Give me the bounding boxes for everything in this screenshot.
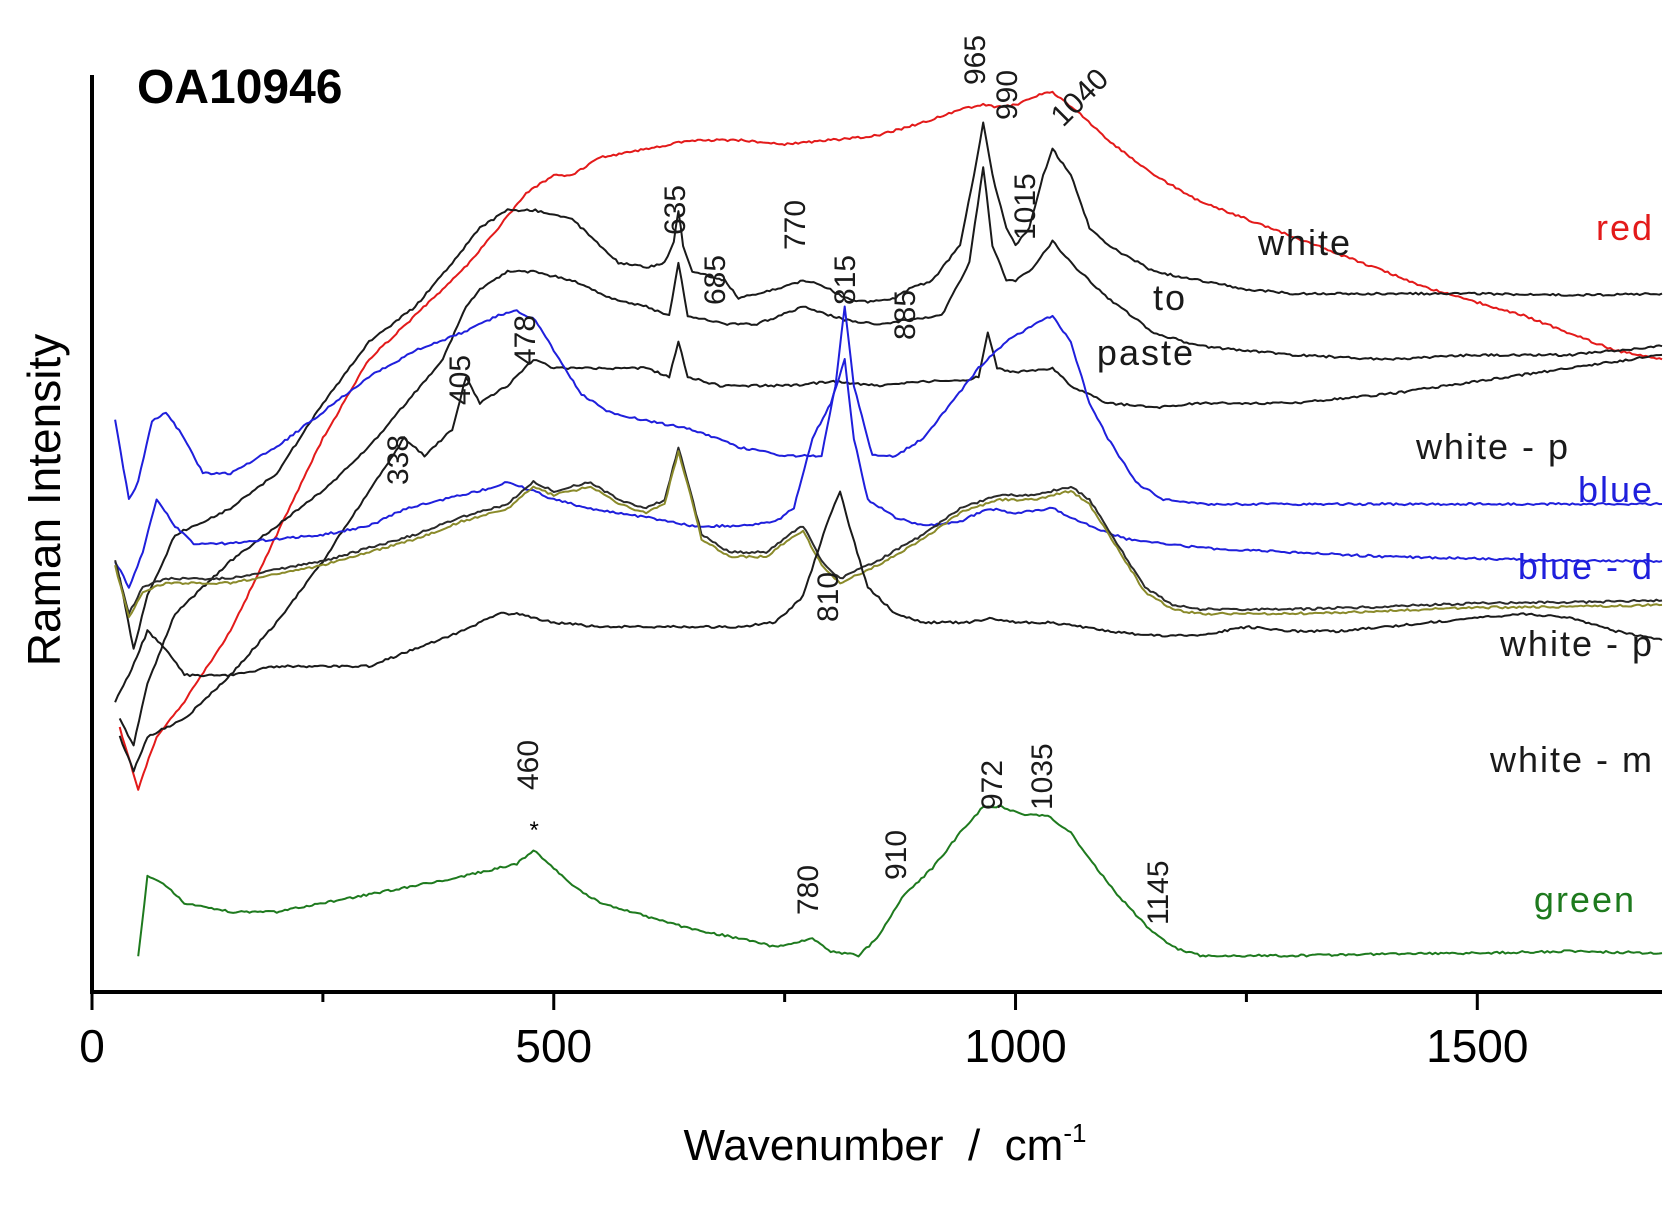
x-tick-label: 1500 <box>1426 1020 1528 1072</box>
peak-label: 815 <box>829 255 862 305</box>
peak-label: 478 <box>509 315 542 365</box>
series-label: white - p <box>1415 426 1570 467</box>
peak-label: 1040 <box>1045 62 1116 133</box>
x-axis-label: Wavenumber / cm-1 <box>684 1118 1087 1170</box>
chart-title: OA10946 <box>137 61 342 114</box>
series-line-3 <box>118 166 1663 747</box>
peak-label: 1035 <box>1026 743 1059 810</box>
series-line-10 <box>137 804 1663 958</box>
peak-label: 1145 <box>1142 860 1175 925</box>
peak-label: 685 <box>699 255 732 305</box>
annotation-asterisk: * <box>529 817 538 844</box>
peak-label: 460 <box>512 740 545 790</box>
series-line-8 <box>114 450 1663 619</box>
series-label: white <box>1257 222 1352 263</box>
x-tick-label: 0 <box>79 1020 105 1072</box>
series-line-6 <box>114 358 1663 589</box>
peak-label: 405 <box>444 355 477 405</box>
peak-label: 635 <box>659 185 692 235</box>
peak-label: 770 <box>779 200 812 250</box>
peak-label: 990 <box>991 70 1024 120</box>
series-line-7 <box>114 446 1663 615</box>
peak-label: 885 <box>889 290 922 340</box>
x-axis-label-text: Wavenumber / cm <box>684 1121 1064 1170</box>
x-axis-label-superscript: -1 <box>1063 1118 1086 1148</box>
series-label: blue <box>1578 469 1654 510</box>
tick-layer: 0 500 1000 1500 <box>79 992 1528 1072</box>
x-tick-label: 500 <box>515 1020 592 1072</box>
peak-label: 338 <box>382 435 415 485</box>
x-tick-label: 1000 <box>964 1020 1066 1072</box>
series-line-2 <box>118 121 1663 650</box>
series-line-1 <box>118 90 1663 791</box>
series-layer <box>114 90 1663 958</box>
series-line-5 <box>114 305 1663 507</box>
series-label: white - m <box>1489 739 1654 780</box>
peak-label: 910 <box>880 830 913 880</box>
series-label: paste <box>1097 332 1195 373</box>
series-line-9 <box>114 490 1663 703</box>
series-line-4 <box>118 331 1663 773</box>
peak-label: 965 <box>959 35 992 85</box>
series-label: blue - d <box>1518 546 1654 587</box>
series-label: to <box>1153 277 1187 318</box>
y-axis-label: Raman Intensity <box>18 334 70 666</box>
series-label: red <box>1596 207 1654 248</box>
series-label: green <box>1534 879 1636 920</box>
peak-label: 1015 <box>1009 173 1042 240</box>
series-label: white - p <box>1499 623 1654 664</box>
peak-label: 780 <box>792 865 825 915</box>
peak-label: 972 <box>976 760 1009 810</box>
peak-label: 810 <box>812 572 845 622</box>
